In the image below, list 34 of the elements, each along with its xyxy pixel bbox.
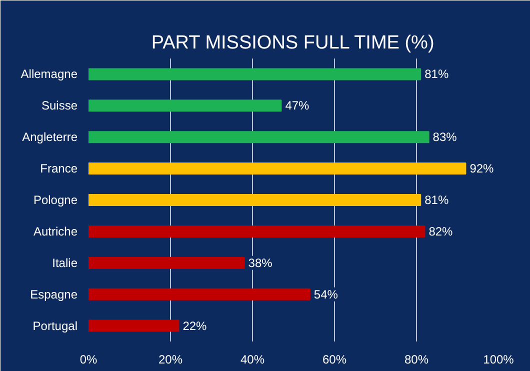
y-tick-label: Angleterre xyxy=(22,130,78,144)
bar xyxy=(88,100,282,112)
bar xyxy=(88,288,310,300)
data-label: 81% xyxy=(424,193,449,207)
y-tick-label: Autriche xyxy=(33,224,78,238)
y-tick-label: France xyxy=(40,162,78,176)
bar xyxy=(88,256,245,269)
x-tick-label: 60% xyxy=(322,352,347,366)
x-tick-label: 100% xyxy=(483,352,514,366)
data-label: 81% xyxy=(424,67,449,82)
data-label: 47% xyxy=(285,98,310,113)
bar xyxy=(88,131,430,144)
y-tick-label: Portugal xyxy=(32,318,78,333)
bar xyxy=(88,162,466,175)
data-label: 38% xyxy=(248,256,273,270)
bar xyxy=(88,225,426,238)
bar xyxy=(88,320,180,332)
x-tick-label: 0% xyxy=(80,352,98,366)
data-label: 92% xyxy=(470,162,494,176)
data-label: 54% xyxy=(314,287,338,302)
x-tick-label: 40% xyxy=(240,352,265,366)
x-tick-label: 20% xyxy=(158,352,183,366)
data-label: 82% xyxy=(428,224,454,238)
y-tick-label: Espagne xyxy=(30,287,78,302)
chart-title: PART MISSIONS FULL TIME (%) xyxy=(151,32,434,54)
x-tick-label: 80% xyxy=(404,352,429,366)
data-label: 22% xyxy=(182,318,208,333)
bar xyxy=(88,194,422,206)
y-tick-label: Italie xyxy=(52,256,78,270)
y-tick-label: Pologne xyxy=(33,193,78,207)
bar xyxy=(88,68,422,80)
y-tick-label: Suisse xyxy=(41,98,78,113)
y-tick-label: Allemagne xyxy=(20,67,78,82)
data-label: 83% xyxy=(432,130,458,144)
